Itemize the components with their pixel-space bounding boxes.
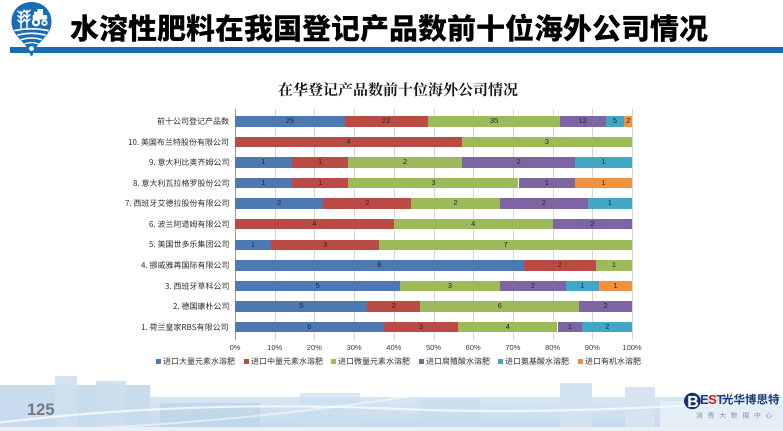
svg-text:B: B	[687, 394, 699, 411]
